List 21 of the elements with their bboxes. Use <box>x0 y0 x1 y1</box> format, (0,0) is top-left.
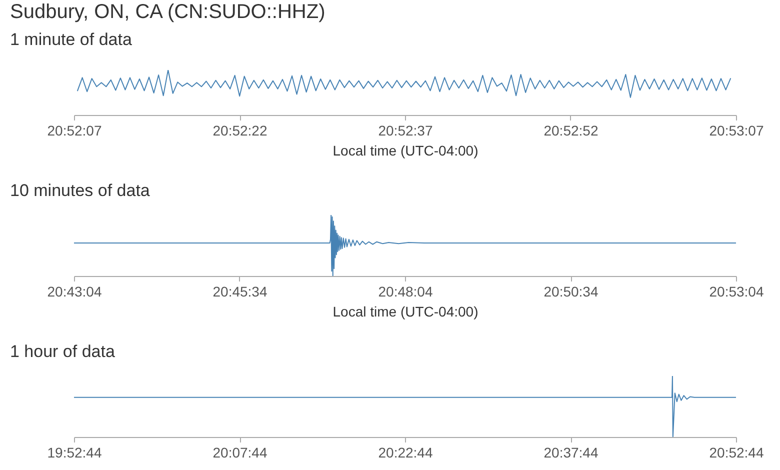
x-tick-label: 20:07:44 <box>212 444 268 460</box>
x-tick-label: 20:52:52 <box>544 122 598 138</box>
x-tick-label: 20:52:37 <box>378 122 433 138</box>
x-tick-label: 20:53:07 <box>709 122 764 138</box>
x-axis-title: Local time (UTC-04:00) <box>332 304 478 320</box>
chart-title: Sudbury, ON, CA (CN:SUDO::HHZ) <box>10 1 326 23</box>
x-tick-label: 20:50:34 <box>544 284 598 300</box>
x-tick-label: 20:22:44 <box>378 444 433 460</box>
x-tick-label: 20:52:07 <box>47 122 102 138</box>
x-axis-title: Local time (UTC-04:00) <box>332 142 478 158</box>
x-tick-label: 20:43:04 <box>47 284 102 300</box>
x-tick-label: 20:45:34 <box>212 284 268 300</box>
x-tick-label: 20:52:22 <box>212 122 268 138</box>
x-tick-label: 20:52:44 <box>709 444 764 460</box>
chart-subtitle: 1 minute of data <box>10 30 132 49</box>
chart-title: 1 hour of data <box>10 342 116 361</box>
x-tick-label: 20:37:44 <box>544 444 598 460</box>
x-tick-label: 20:48:04 <box>378 284 433 300</box>
x-tick-label: 19:52:44 <box>47 444 102 460</box>
chart-title: 10 minutes of data <box>10 181 150 200</box>
x-tick-label: 20:53:04 <box>709 284 764 300</box>
